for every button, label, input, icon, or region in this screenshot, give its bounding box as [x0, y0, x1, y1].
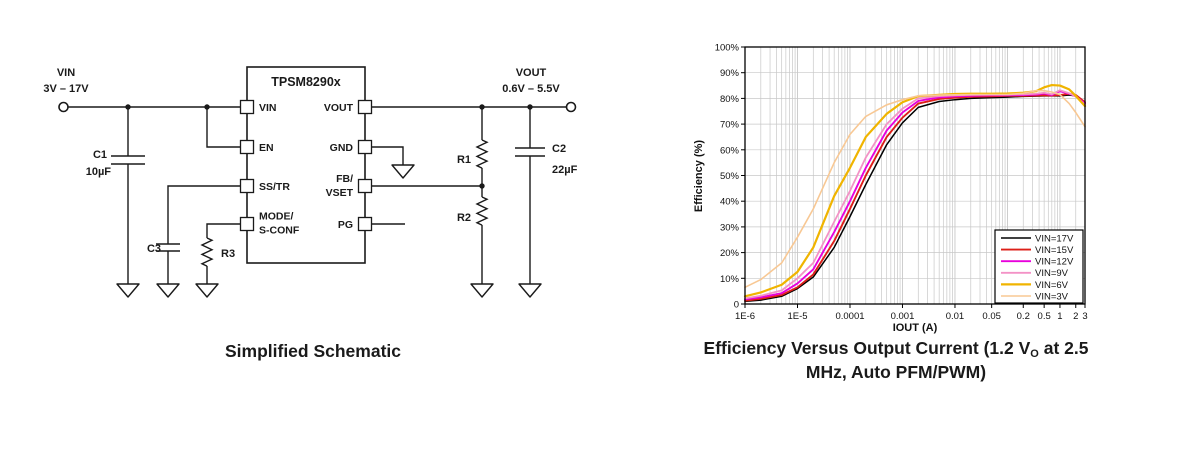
pin-label-sstr: SS/TR	[259, 181, 290, 193]
wire-gnd	[371, 146, 404, 165]
resistor-r3-symbol	[200, 237, 214, 267]
ground-icon	[156, 283, 180, 298]
wire-sstr-c3	[167, 185, 241, 284]
ground-symbols	[116, 164, 542, 298]
ground-icon	[391, 164, 415, 179]
x-tick-label: 0.01	[946, 311, 965, 322]
y-tick-label: 90%	[720, 68, 740, 79]
x-tick-label: 0.2	[1017, 311, 1030, 322]
ground-icon	[470, 283, 494, 298]
schematic-wires	[68, 106, 567, 284]
legend-entry-label: VIN=3V	[1035, 291, 1069, 302]
schematic-caption: Simplified Schematic	[224, 341, 402, 361]
efficiency-chart: 1E-6 1E-5 0.0001 0.001 0.01 0.05 0.2 0.5 1 2 3 0 10%…	[693, 43, 1088, 335]
legend-entry-label: VIN=6V	[1035, 280, 1069, 291]
chart-ticks: 1E-6 1E-5 0.0001 0.001 0.01 0.05 0.2 0.5 1 2 3 0 10%…	[715, 43, 1088, 323]
wire-en	[206, 107, 241, 148]
pin-label-vin: VIN	[259, 102, 277, 114]
r2-label: R2	[457, 212, 471, 224]
vout-subscript: O	[1030, 348, 1039, 360]
legend-entry-label: VIN=9V	[1035, 268, 1069, 279]
x-tick-label: 1E-6	[735, 311, 755, 322]
legend-entry-label: VIN=15V	[1035, 245, 1074, 256]
simplified-schematic: VIN 3V – 17V C1 10µF C3 R3 TPSM8290x VIN…	[43, 66, 578, 298]
pin-label-gnd: GND	[330, 142, 354, 154]
y-tick-label: 0	[734, 300, 739, 311]
y-axis-title: Efficiency (%)	[693, 140, 705, 212]
ground-icon	[195, 283, 219, 298]
vout-range-label: 0.6V – 5.5V	[502, 83, 560, 95]
x-tick-label: 3	[1082, 311, 1087, 322]
x-tick-label: 0.05	[982, 311, 1001, 322]
legend-box	[994, 229, 1084, 304]
ic-title: TPSM8290x	[271, 75, 341, 89]
chart-plot-area: 1E-6 1E-5 0.0001 0.001 0.01 0.05 0.2 0.5 1 2 3 0 10%…	[715, 43, 1088, 323]
x-tick-label: 0.001	[891, 311, 915, 322]
r1-label: R1	[457, 154, 471, 166]
pin-label-en: EN	[259, 142, 274, 154]
ground-icon	[518, 283, 542, 298]
y-tick-label: 40%	[720, 197, 740, 208]
capacitor-c2-symbol	[515, 147, 545, 157]
legend-entry-label: VIN=12V	[1035, 257, 1074, 268]
c2-label: C2	[552, 143, 566, 155]
ic-pin-squares	[239, 99, 373, 232]
y-tick-label: 100%	[715, 43, 740, 54]
ground-icon	[116, 283, 140, 298]
x-tick-label: 1E-5	[787, 311, 807, 322]
c3-label: C3	[147, 243, 161, 255]
pin-label-fb1: FB/	[336, 173, 353, 185]
x-axis-title: IOUT (A)	[893, 322, 938, 334]
wire-mode-r3	[206, 223, 241, 284]
capacitor-c3-symbol	[156, 243, 180, 252]
pin-label-mode2: S-CONF	[259, 225, 300, 237]
y-tick-label: 70%	[720, 120, 740, 131]
y-tick-label: 10%	[720, 274, 740, 285]
y-tick-label: 80%	[720, 94, 740, 105]
legend-entry-label: VIN=17V	[1035, 233, 1074, 244]
ic-body	[246, 66, 366, 264]
y-tick-label: 50%	[720, 171, 740, 182]
x-tick-label: 2	[1073, 311, 1078, 322]
chart-caption-line1: Efficiency Versus Output Current (1.2 VO…	[703, 338, 1089, 360]
vin-terminal-icon	[58, 101, 69, 113]
pin-label-pg: PG	[338, 219, 353, 231]
resistor-r1-symbol	[475, 139, 489, 169]
chart-caption-line2: MHz, Auto PFM/PWM)	[805, 362, 987, 383]
capacitor-c1-symbol	[111, 155, 145, 165]
resistor-r2-symbol	[475, 196, 489, 226]
c1-value: 10µF	[86, 166, 112, 178]
chart-series	[743, 83, 1087, 303]
vout-terminal-icon	[565, 101, 577, 113]
vout-terminal-label: VOUT	[516, 67, 547, 79]
series-line	[744, 92, 1086, 302]
x-tick-label: 0.5	[1038, 311, 1051, 322]
y-tick-label: 20%	[720, 248, 740, 259]
c2-value: 22µF	[552, 164, 578, 176]
series-line	[744, 89, 1086, 289]
pin-label-vout: VOUT	[324, 102, 354, 114]
pin-label-mode1: MODE/	[259, 211, 294, 223]
x-tick-label: 0.0001	[835, 311, 864, 322]
y-tick-label: 30%	[720, 222, 740, 233]
vin-terminal-label: VIN	[57, 67, 75, 79]
vin-range-label: 3V – 17V	[43, 83, 89, 95]
chart-caption: Efficiency Versus Output Current (1.2 VO…	[636, 337, 1156, 383]
x-tick-label: 1	[1057, 311, 1062, 322]
plot-border	[744, 46, 1086, 305]
y-tick-label: 60%	[720, 145, 740, 156]
c1-label: C1	[93, 149, 107, 161]
junction-dots	[125, 104, 533, 189]
pin-label-fb2: VSET	[326, 187, 354, 199]
r3-label: R3	[221, 248, 235, 260]
